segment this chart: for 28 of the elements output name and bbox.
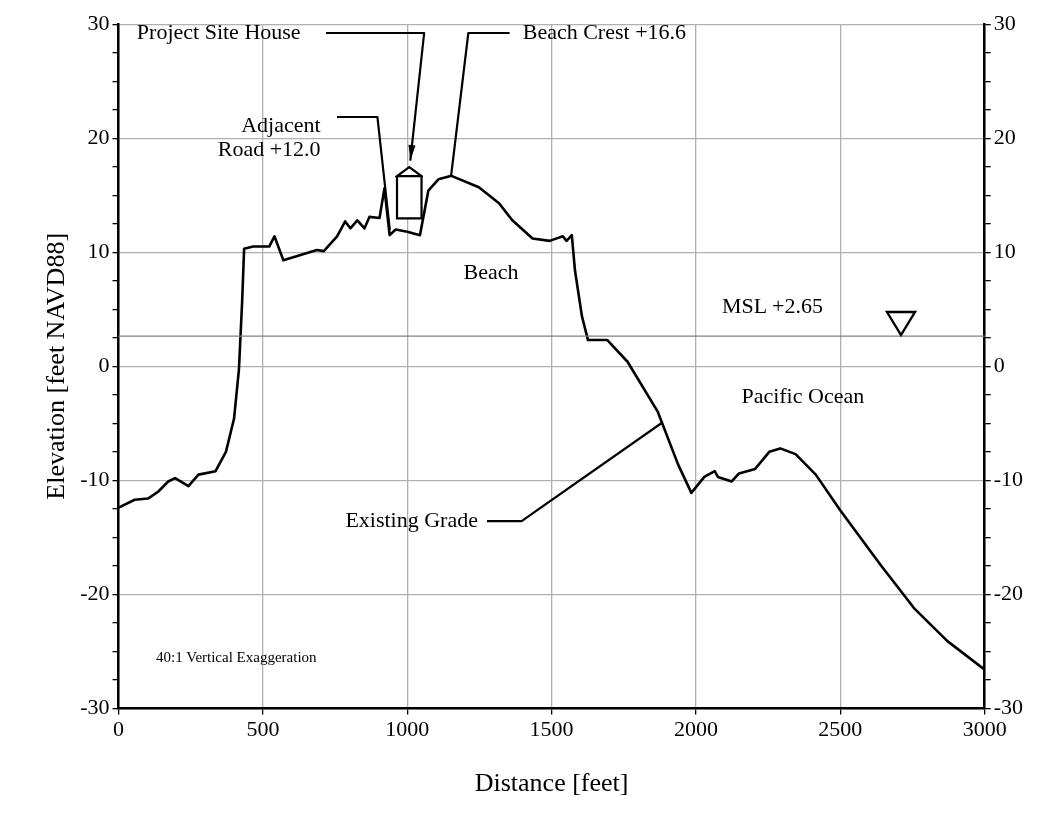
annotation: Beach <box>463 258 519 284</box>
y2-tick-label: -10 <box>993 466 1023 492</box>
y-tick-label: 10 <box>87 238 110 264</box>
y-axis-title: Elevation [feet NAVD88] <box>41 232 71 500</box>
annotation: Project Site House <box>136 19 301 45</box>
x-tick-label: 1500 <box>529 716 574 742</box>
y-tick-label: 30 <box>87 9 110 35</box>
x-tick-label: 2000 <box>673 716 718 742</box>
y-tick-label: -20 <box>80 580 110 606</box>
annotation: 40:1 Vertical Exaggeration <box>156 649 318 666</box>
annotation: Beach Crest +16.6 <box>522 19 687 45</box>
x-tick-label: 500 <box>246 716 280 742</box>
x-tick-label: 1000 <box>385 716 430 742</box>
y2-tick-label: 30 <box>993 9 1016 35</box>
ref-line-label: MSL +2.65 <box>722 292 823 318</box>
annotation: Adjacent Road +12.0 <box>217 112 321 162</box>
y2-tick-label: -20 <box>993 580 1023 606</box>
y-tick-label: 20 <box>87 124 110 150</box>
annotation: Existing Grade <box>345 507 478 533</box>
y2-tick-label: 20 <box>993 124 1016 150</box>
x-tick-label: 2500 <box>818 716 863 742</box>
y-tick-label: 0 <box>98 352 110 378</box>
y2-tick-label: 0 <box>993 352 1005 378</box>
y-tick-label: -30 <box>80 694 110 720</box>
x-axis-title: Distance [feet] <box>474 768 629 798</box>
y2-tick-label: 10 <box>993 238 1016 264</box>
annotation: Pacific Ocean <box>741 382 865 408</box>
y-tick-label: -10 <box>80 466 110 492</box>
